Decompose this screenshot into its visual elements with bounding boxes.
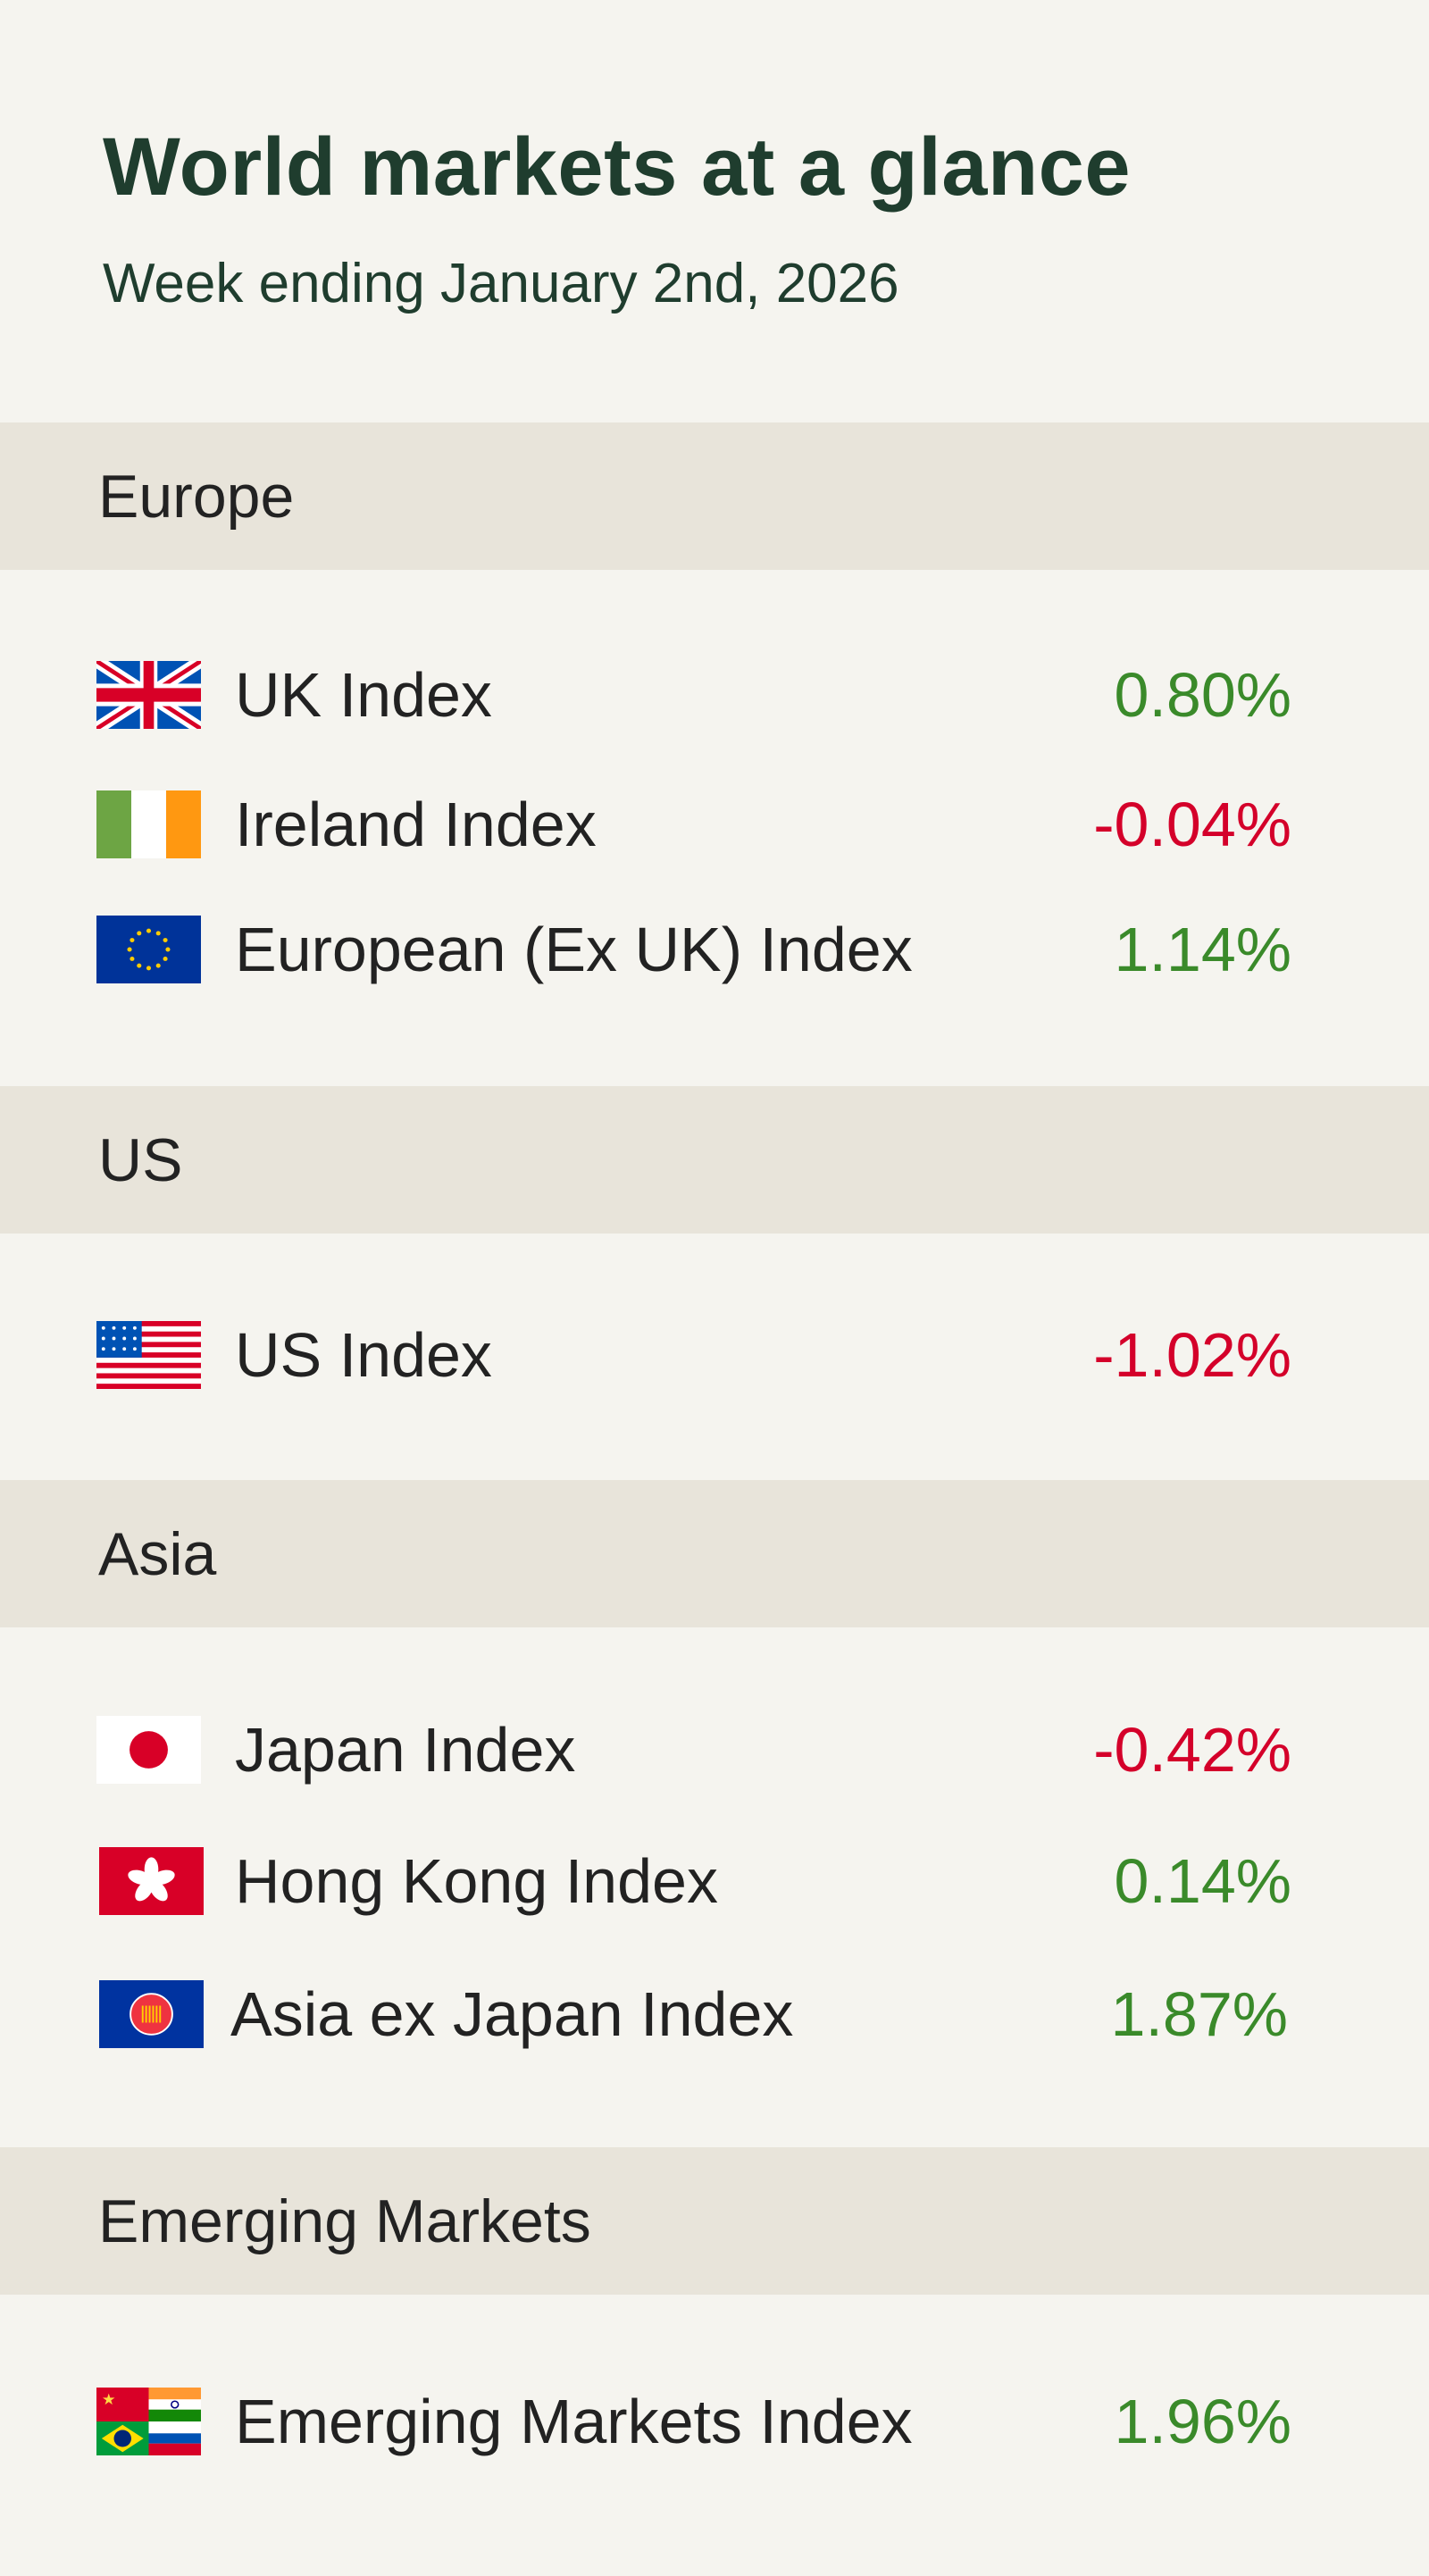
market-row-uk: UK Index 0.80% bbox=[0, 650, 1429, 740]
market-label: US Index bbox=[235, 1320, 492, 1390]
market-change: 1.14% bbox=[1114, 915, 1291, 984]
page-title: World markets at a glance bbox=[103, 121, 1131, 213]
brics-flags-icon: ★ bbox=[96, 2388, 201, 2455]
market-change: 1.96% bbox=[1114, 2387, 1291, 2456]
market-change: 0.14% bbox=[1114, 1846, 1291, 1916]
market-row-emerging-markets: ★ Emerging Markets Index 1.96% bbox=[0, 2377, 1429, 2466]
japan-flag-icon bbox=[96, 1716, 201, 1784]
section-title: Asia bbox=[98, 1519, 217, 1588]
market-label: Emerging Markets Index bbox=[235, 2387, 913, 2456]
market-row-us: US Index -1.02% bbox=[0, 1310, 1429, 1400]
market-label: Asia ex Japan Index bbox=[230, 1979, 794, 2049]
market-label: UK Index bbox=[235, 660, 492, 730]
section-title: Europe bbox=[98, 462, 295, 531]
eu-flag-icon bbox=[96, 916, 201, 983]
market-label: Japan Index bbox=[235, 1715, 576, 1785]
page-subtitle: Week ending January 2nd, 2026 bbox=[103, 253, 899, 314]
uk-flag-icon bbox=[96, 661, 201, 729]
section-header-us: US bbox=[0, 1086, 1429, 1234]
section-header-asia: Asia bbox=[0, 1480, 1429, 1627]
us-flag-icon bbox=[96, 1321, 201, 1389]
market-label: European (Ex UK) Index bbox=[235, 915, 913, 984]
ireland-flag-icon bbox=[96, 790, 201, 858]
hong-kong-flag-icon bbox=[99, 1847, 204, 1915]
market-change: 0.80% bbox=[1114, 660, 1291, 730]
section-title: US bbox=[98, 1125, 183, 1194]
market-row-asia-ex-japan: Asia ex Japan Index 1.87% bbox=[0, 1970, 1429, 2059]
market-row-hong-kong: Hong Kong Index 0.14% bbox=[0, 1836, 1429, 1926]
asean-flag-icon bbox=[99, 1980, 204, 2048]
section-title: Emerging Markets bbox=[98, 2187, 591, 2255]
section-header-emerging-markets: Emerging Markets bbox=[0, 2147, 1429, 2295]
market-change: -1.02% bbox=[1093, 1320, 1291, 1390]
market-row-european-ex-uk: European (Ex UK) Index 1.14% bbox=[0, 905, 1429, 994]
market-change: -0.04% bbox=[1093, 790, 1291, 859]
market-change: 1.87% bbox=[1110, 1979, 1288, 2049]
svg-text:★: ★ bbox=[102, 2390, 116, 2408]
market-change: -0.42% bbox=[1093, 1715, 1291, 1785]
market-label: Ireland Index bbox=[235, 790, 597, 859]
market-row-ireland: Ireland Index -0.04% bbox=[0, 780, 1429, 869]
market-label: Hong Kong Index bbox=[235, 1846, 718, 1916]
market-row-japan: Japan Index -0.42% bbox=[0, 1705, 1429, 1794]
section-header-europe: Europe bbox=[0, 422, 1429, 570]
